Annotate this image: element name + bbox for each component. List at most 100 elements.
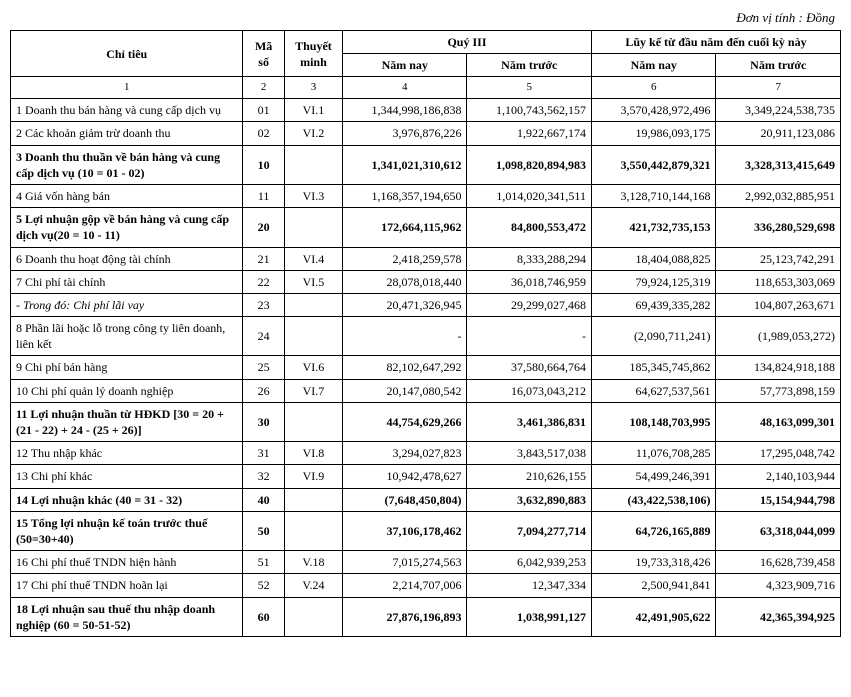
colnum-5: 5	[467, 77, 592, 99]
cell-cum-now: 3,128,710,144,168	[591, 184, 716, 207]
cell-code: 32	[243, 465, 285, 488]
cell-code: 01	[243, 99, 285, 122]
cell-q3-now: 20,471,326,945	[342, 293, 467, 316]
cell-q3-prev: 36,018,746,959	[467, 270, 592, 293]
cell-code: 26	[243, 379, 285, 402]
cell-cum-now: 108,148,703,995	[591, 402, 716, 441]
table-row: 16 Chi phí thuế TNDN hiện hành51V.187,01…	[11, 551, 841, 574]
cell-cum-now: 42,491,905,622	[591, 597, 716, 636]
table-row: 7 Chi phí tài chính22VI.528,078,018,4403…	[11, 270, 841, 293]
cell-label: 1 Doanh thu bán hàng và cung cấp dịch vụ	[11, 99, 243, 122]
th-label: Chỉ tiêu	[11, 31, 243, 77]
cell-code: 60	[243, 597, 285, 636]
cell-q3-now: 3,294,027,823	[342, 442, 467, 465]
cell-q3-prev: 1,038,991,127	[467, 597, 592, 636]
colnum-1: 1	[11, 77, 243, 99]
cell-label: 7 Chi phí tài chính	[11, 270, 243, 293]
cell-q3-prev: -	[467, 317, 592, 356]
cell-note	[284, 208, 342, 247]
th-note: Thuyết minh	[284, 31, 342, 77]
cell-note	[284, 145, 342, 184]
cell-note: VI.9	[284, 465, 342, 488]
cell-q3-now: 2,214,707,006	[342, 574, 467, 597]
cell-cum-now: 19,733,318,426	[591, 551, 716, 574]
table-row: 3 Doanh thu thuần về bán hàng và cung cấ…	[11, 145, 841, 184]
cell-cum-prev: 20,911,123,086	[716, 122, 841, 145]
cell-note: VI.6	[284, 356, 342, 379]
column-numbers-row: 1 2 3 4 5 6 7	[11, 77, 841, 99]
cell-cum-prev: 104,807,263,671	[716, 293, 841, 316]
table-row: 18 Lợi nhuận sau thuế thu nhập doanh ngh…	[11, 597, 841, 636]
cell-q3-prev: 3,461,386,831	[467, 402, 592, 441]
cell-q3-prev: 1,922,667,174	[467, 122, 592, 145]
cell-cum-prev: 3,328,313,415,649	[716, 145, 841, 184]
cell-code: 24	[243, 317, 285, 356]
table-row: 6 Doanh thu hoạt động tài chính21VI.42,4…	[11, 247, 841, 270]
cell-q3-prev: 1,014,020,341,511	[467, 184, 592, 207]
cell-note: VI.3	[284, 184, 342, 207]
cell-q3-now: 3,976,876,226	[342, 122, 467, 145]
cell-q3-prev: 1,098,820,894,983	[467, 145, 592, 184]
cell-label: 18 Lợi nhuận sau thuế thu nhập doanh ngh…	[11, 597, 243, 636]
table-row: 13 Chi phí khác32VI.910,942,478,627210,6…	[11, 465, 841, 488]
cell-q3-prev: 8,333,288,294	[467, 247, 592, 270]
table-row: 2 Các khoản giảm trừ doanh thu02VI.23,97…	[11, 122, 841, 145]
cell-label: 16 Chi phí thuế TNDN hiện hành	[11, 551, 243, 574]
cell-q3-prev: 37,580,664,764	[467, 356, 592, 379]
cell-cum-prev: 16,628,739,458	[716, 551, 841, 574]
cell-note: V.18	[284, 551, 342, 574]
cell-q3-now: 1,168,357,194,650	[342, 184, 467, 207]
table-row: 15 Tổng lợi nhuận kế toán trước thuế (50…	[11, 511, 841, 550]
cell-q3-prev: 3,843,517,038	[467, 442, 592, 465]
cell-note: VI.2	[284, 122, 342, 145]
table-row: 10 Chi phí quản lý doanh nghiệp26VI.720,…	[11, 379, 841, 402]
cell-cum-prev: 118,653,303,069	[716, 270, 841, 293]
cell-q3-now: 172,664,115,962	[342, 208, 467, 247]
cell-label: 14 Lợi nhuận khác (40 = 31 - 32)	[11, 488, 243, 511]
cell-label: 10 Chi phí quản lý doanh nghiệp	[11, 379, 243, 402]
cell-cum-now: 64,726,165,889	[591, 511, 716, 550]
cell-label: 17 Chi phí thuế TNDN hoãn lại	[11, 574, 243, 597]
cell-q3-prev: 6,042,939,253	[467, 551, 592, 574]
cell-label: 15 Tổng lợi nhuận kế toán trước thuế (50…	[11, 511, 243, 550]
cell-code: 40	[243, 488, 285, 511]
cell-code: 21	[243, 247, 285, 270]
cell-label: 9 Chi phí bán hàng	[11, 356, 243, 379]
cell-q3-prev: 16,073,043,212	[467, 379, 592, 402]
cell-cum-now: 18,404,088,825	[591, 247, 716, 270]
th-cum-group: Lũy kế từ đầu năm đến cuối kỳ này	[591, 31, 840, 54]
cell-label: 4 Giá vốn hàng bán	[11, 184, 243, 207]
table-row: 12 Thu nhập khác31VI.83,294,027,8233,843…	[11, 442, 841, 465]
cell-cum-now: 19,986,093,175	[591, 122, 716, 145]
th-cum-prev: Năm trước	[716, 54, 841, 77]
table-row: 9 Chi phí bán hàng25VI.682,102,647,29237…	[11, 356, 841, 379]
cell-cum-prev: 25,123,742,291	[716, 247, 841, 270]
cell-q3-now: 2,418,259,578	[342, 247, 467, 270]
cell-cum-now: 69,439,335,282	[591, 293, 716, 316]
colnum-4: 4	[342, 77, 467, 99]
cell-note	[284, 293, 342, 316]
cell-q3-prev: 12,347,334	[467, 574, 592, 597]
cell-note: VI.7	[284, 379, 342, 402]
cell-q3-now: 10,942,478,627	[342, 465, 467, 488]
cell-q3-now: 1,344,998,186,838	[342, 99, 467, 122]
table-row: 5 Lợi nhuận gộp về bán hàng và cung cấp …	[11, 208, 841, 247]
cell-q3-now: 27,876,196,893	[342, 597, 467, 636]
cell-code: 51	[243, 551, 285, 574]
cell-cum-now: 79,924,125,319	[591, 270, 716, 293]
table-row: 1 Doanh thu bán hàng và cung cấp dịch vụ…	[11, 99, 841, 122]
cell-note: V.24	[284, 574, 342, 597]
cell-label: 11 Lợi nhuận thuần từ HĐKD [30 = 20 + (2…	[11, 402, 243, 441]
cell-label: - Trong đó: Chi phí lãi vay	[11, 293, 243, 316]
cell-note: VI.5	[284, 270, 342, 293]
cell-note	[284, 597, 342, 636]
colnum-7: 7	[716, 77, 841, 99]
cell-note: VI.8	[284, 442, 342, 465]
cell-q3-now: 28,078,018,440	[342, 270, 467, 293]
table-row: 8 Phần lãi hoặc lỗ trong công ty liên do…	[11, 317, 841, 356]
cell-q3-prev: 29,299,027,468	[467, 293, 592, 316]
table-row: 14 Lợi nhuận khác (40 = 31 - 32)40(7,648…	[11, 488, 841, 511]
cell-q3-now: 7,015,274,563	[342, 551, 467, 574]
cell-cum-prev: 15,154,944,798	[716, 488, 841, 511]
th-q3-group: Quý III	[342, 31, 591, 54]
